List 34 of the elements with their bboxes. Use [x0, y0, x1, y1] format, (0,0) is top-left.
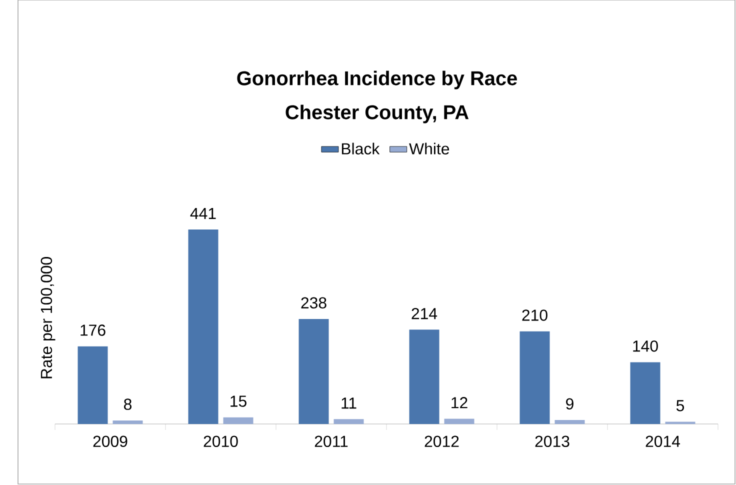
data-label: 9 — [566, 398, 574, 410]
bar — [298, 319, 329, 424]
data-label: 210 — [522, 310, 548, 321]
data-label: 8 — [124, 398, 132, 410]
chart-subtitle: Chester County, PA — [286, 104, 469, 124]
bar — [223, 417, 254, 424]
data-label: 140 — [633, 340, 658, 352]
y-axis-title: Rate per 100,000 — [40, 257, 56, 378]
chart-title: Gonorrhea Incidence by Race — [237, 70, 517, 90]
bar — [112, 420, 143, 424]
data-label: 12 — [452, 397, 468, 408]
x-tick-label: 2010 — [204, 436, 238, 448]
bar — [630, 362, 660, 424]
data-label: 176 — [80, 324, 106, 336]
data-label: 5 — [676, 400, 684, 412]
bar — [444, 418, 474, 424]
bar — [334, 419, 364, 424]
bar — [520, 331, 550, 424]
x-tick-label: 2009 — [93, 436, 128, 448]
data-label: 15 — [230, 396, 246, 407]
x-tick-label: 2013 — [535, 436, 570, 448]
x-tick-label: 2011 — [314, 436, 348, 448]
bar — [78, 346, 108, 424]
data-label: 214 — [412, 308, 438, 320]
legend-label: Black — [342, 142, 380, 154]
legend-label: White — [409, 142, 450, 154]
bar — [409, 330, 440, 424]
bar — [188, 229, 218, 424]
bar — [554, 420, 585, 424]
data-label: 238 — [301, 297, 326, 308]
x-tick-label: 2012 — [424, 436, 459, 448]
x-tick-label: 2014 — [646, 436, 680, 448]
data-label: 441 — [190, 208, 216, 219]
data-label: 11 — [342, 398, 356, 409]
